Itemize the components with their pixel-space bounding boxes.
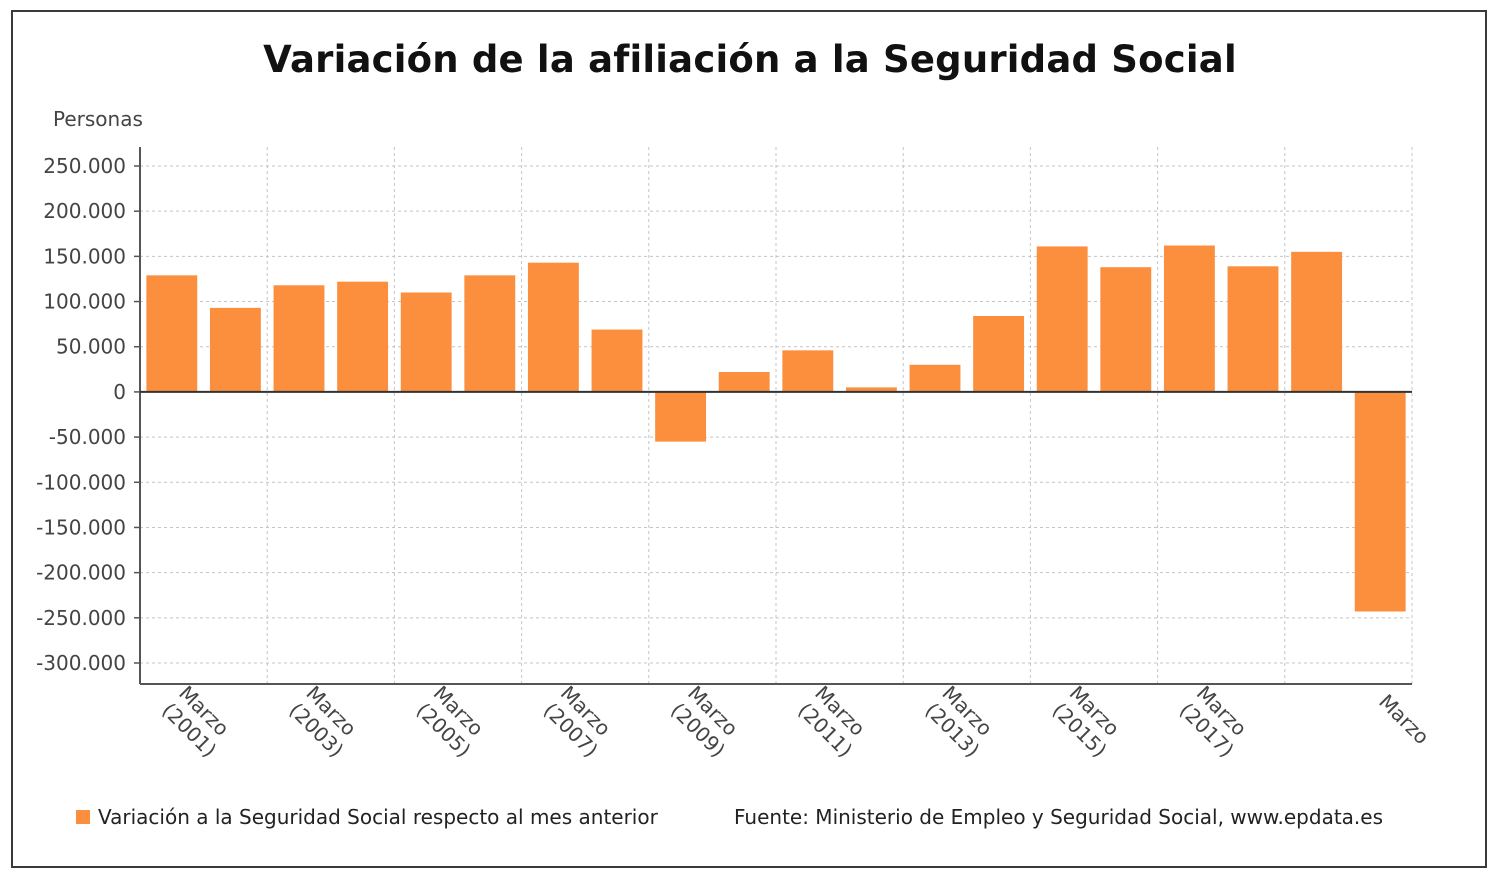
x-tick-label: Marzo(2005) (412, 681, 489, 762)
bar-marzo-2009 (655, 391, 707, 442)
bar-marzo-2019 (1291, 251, 1343, 392)
bar-marzo-2012 (845, 387, 897, 392)
bar-marzo-2010 (718, 372, 770, 392)
chart-title: Variación de la afiliación a la Segurida… (263, 38, 1237, 81)
y-tick-label: 0 (113, 380, 126, 404)
chart-frame (11, 10, 1487, 868)
bar-marzo-2005 (400, 292, 452, 392)
bar-marzo-2007 (527, 262, 579, 392)
bar-marzo-2013 (909, 364, 961, 392)
legend-swatch (76, 810, 90, 824)
bar-marzo-2011 (782, 350, 834, 392)
axis-layer (134, 147, 1412, 685)
y-tick-label: -50.000 (49, 425, 126, 449)
bar-marzo-2016 (1100, 267, 1152, 392)
y-tick-label: -200.000 (36, 561, 126, 585)
x-tick-label: Marzo(2017) (1175, 681, 1252, 762)
bar-marzo-2015 (1036, 246, 1088, 392)
y-tick-label: 200.000 (43, 199, 126, 223)
bar-marzo-2020 (1354, 391, 1406, 612)
grid-layer (140, 147, 1413, 684)
bar-marzo-2003 (273, 285, 325, 392)
bar-marzo-2001 (146, 275, 198, 392)
y-tick-label: -300.000 (36, 651, 126, 675)
y-tick-label: -150.000 (36, 515, 126, 539)
x-tick-label: Marzo(2013) (920, 681, 997, 762)
y-axis-label: Personas (53, 107, 143, 131)
y-tick-label: -250.000 (36, 606, 126, 630)
x-tick-label: Marzo(2011) (793, 681, 870, 762)
x-tick-label: Marzo(2015) (1048, 681, 1125, 762)
bar-marzo-2006 (464, 275, 516, 392)
y-tick-label: -100.000 (36, 470, 126, 494)
x-tick-label: Marzo(2003) (284, 681, 361, 762)
y-tick-label: 100.000 (43, 290, 126, 314)
x-tick-label: Marzo(2009) (666, 681, 743, 762)
x-tick-label: Marzo(2007) (539, 681, 616, 762)
legend: Variación a la Seguridad Social respecto… (76, 805, 658, 829)
bar-marzo-2018 (1227, 266, 1279, 392)
x-tick-label-line: Marzo (1374, 689, 1434, 749)
x-tick-label: Marzo (1374, 689, 1434, 749)
y-tick-label: 50.000 (56, 335, 126, 359)
legend-label: Variación a la Seguridad Social respecto… (98, 805, 658, 829)
source-note: Fuente: Ministerio de Empleo y Seguridad… (734, 805, 1384, 829)
bar-marzo-2017 (1163, 245, 1215, 392)
label-layer: 250.000 200.000 150.000 100.000 50.000 0 -50.0… (36, 154, 1434, 762)
y-tick-label: 250.000 (43, 154, 126, 178)
bar-marzo-2008 (591, 329, 643, 392)
bar-marzo-2014 (973, 316, 1025, 392)
bar-marzo-2002 (209, 307, 261, 392)
bar-layer (146, 245, 1406, 612)
x-tick-label: Marzo(2001) (157, 681, 234, 762)
bar-marzo-2004 (337, 281, 389, 392)
y-tick-label: 150.000 (43, 244, 126, 268)
